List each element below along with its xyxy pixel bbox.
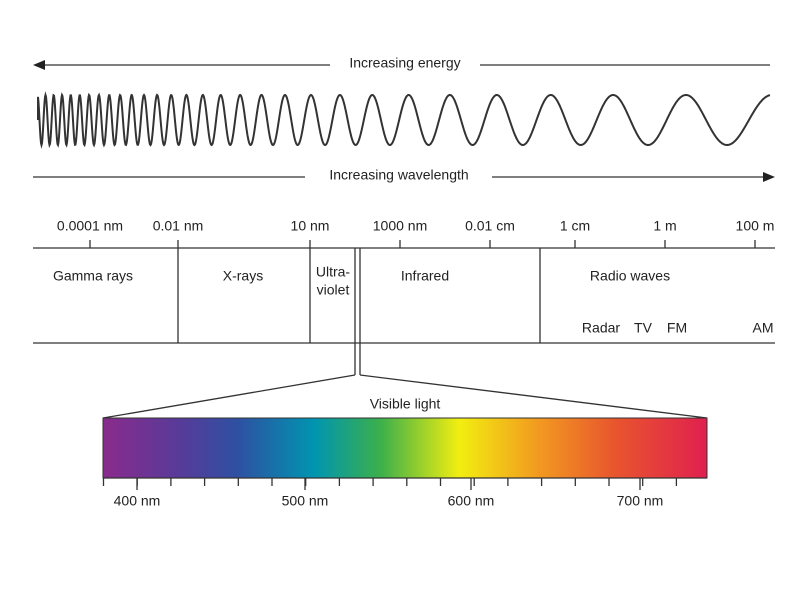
scale-label: 10 nm xyxy=(291,218,330,234)
visible-title: Visible light xyxy=(370,396,441,412)
wave xyxy=(37,91,771,149)
visible-scale-label: 700 nm xyxy=(617,493,664,509)
scale-label: 0.01 nm xyxy=(153,218,204,234)
visible-scale-label: 500 nm xyxy=(282,493,329,509)
visible-scale: 400 nm 500 nm 600 nm 700 nm xyxy=(102,477,707,509)
scale-label: 100 m xyxy=(736,218,775,234)
region-label: Gamma rays xyxy=(53,268,133,284)
band-label: Radar xyxy=(582,320,620,336)
region-label: Infrared xyxy=(401,268,449,284)
visible-scale-label: 600 nm xyxy=(448,493,495,509)
zoom-line xyxy=(102,374,356,419)
region-label: Radio waves xyxy=(590,268,670,284)
scale-label: 1 m xyxy=(653,218,676,234)
visible-scale-label: 400 nm xyxy=(114,493,161,509)
region-label: Ultra- xyxy=(316,264,351,280)
scale-label: 1000 nm xyxy=(373,218,427,234)
scale-label: 0.01 cm xyxy=(465,218,515,234)
band-label: TV xyxy=(634,320,653,336)
energy-label: Increasing energy xyxy=(349,55,460,71)
arrow-head xyxy=(33,60,45,70)
scale-label: 1 cm xyxy=(560,218,590,234)
scale-label: 0.0001 nm xyxy=(57,218,123,234)
arrow-head xyxy=(763,172,775,182)
scale: 0.0001 nm 0.01 nm 10 nm 1000 nm 0.01 cm 1 cm 1… xyxy=(57,218,775,248)
region-label: X-rays xyxy=(223,268,263,284)
band-label: AM xyxy=(753,320,774,336)
zoom-line xyxy=(359,374,708,419)
region-label: violet xyxy=(317,282,350,298)
visible-spectrum xyxy=(102,417,708,479)
wavelength-label: Increasing wavelength xyxy=(329,167,468,183)
band-label: FM xyxy=(667,320,687,336)
